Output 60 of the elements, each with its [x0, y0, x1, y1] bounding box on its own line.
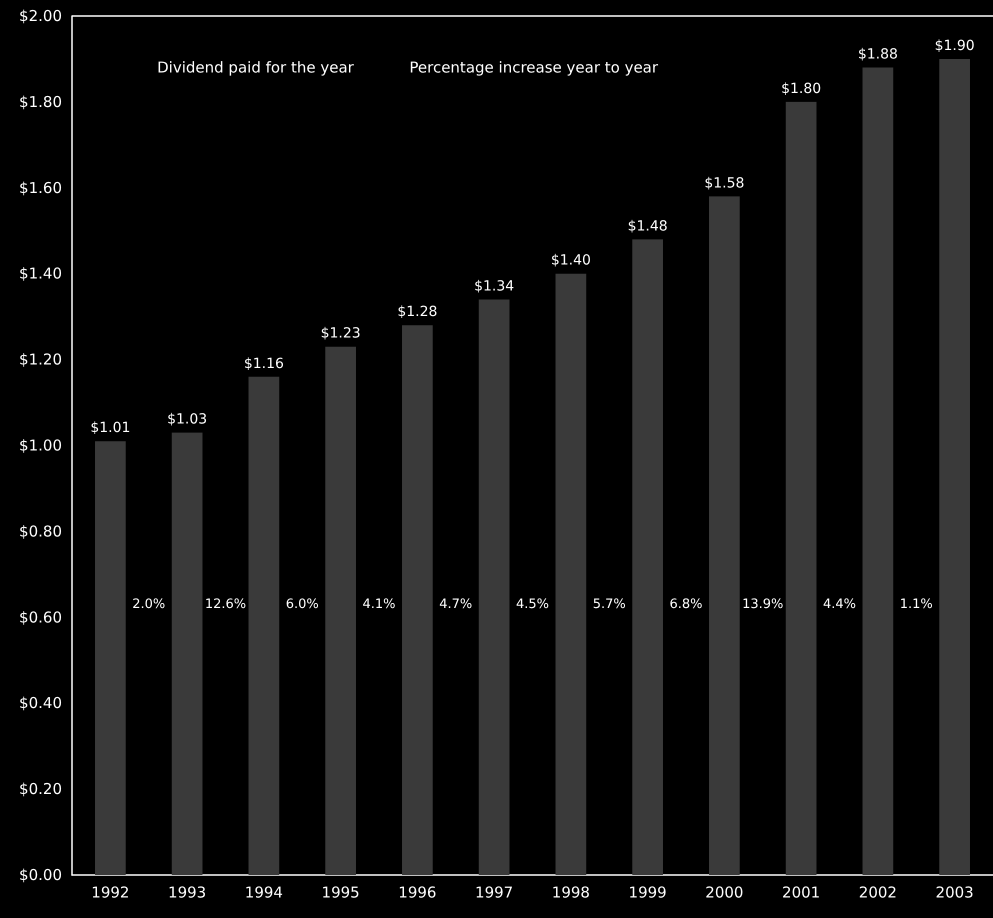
bar	[939, 58, 970, 875]
bar	[556, 274, 586, 875]
data-label: $1.23	[320, 326, 361, 342]
annotation: 5.7%	[592, 596, 626, 612]
x-tick-label: 1996	[398, 884, 436, 902]
data-label: $1.90	[934, 38, 975, 54]
y-tick-label: $1.40	[19, 264, 62, 283]
annotation: 12.6%	[204, 596, 246, 612]
y-tick-label: $0.80	[19, 522, 62, 540]
data-label: $1.48	[628, 218, 668, 234]
data-label: $1.01	[90, 420, 130, 436]
y-tick-label: $0.60	[19, 608, 62, 626]
data-label: $1.28	[397, 304, 438, 320]
bar	[862, 68, 894, 875]
bar	[632, 239, 663, 875]
x-tick-label: 1993	[168, 884, 206, 902]
annotation: 4.1%	[362, 596, 396, 612]
x-tick-label: 2002	[858, 884, 897, 902]
annotation: 1.1%	[900, 596, 933, 612]
bar	[95, 441, 126, 875]
bar	[402, 325, 433, 875]
annotation: 13.9%	[742, 596, 784, 612]
x-tick-label: 2000	[705, 884, 744, 902]
data-label: $1.88	[858, 46, 898, 63]
x-tick-label: 1995	[322, 884, 360, 902]
annotation: 6.0%	[286, 596, 319, 612]
data-label: $1.03	[167, 412, 208, 428]
y-tick-label: $0.40	[19, 694, 62, 712]
y-tick-label: $1.80	[19, 92, 62, 111]
bar	[478, 299, 510, 875]
x-tick-label: 1998	[552, 884, 590, 902]
y-tick-label: $0.20	[19, 780, 62, 798]
y-tick-label: $1.00	[19, 436, 62, 454]
y-tick-label: $1.60	[19, 178, 62, 197]
data-label: $1.34	[474, 278, 514, 294]
data-label: $1.16	[244, 356, 284, 372]
annotation: 4.4%	[822, 596, 856, 612]
y-tick-label: $0.00	[19, 866, 62, 884]
x-tick-label: 1999	[628, 884, 667, 902]
annotation: Dividend paid for the year	[157, 58, 355, 77]
annotation: Percentage increase year to year	[409, 58, 659, 77]
data-label: $1.58	[704, 175, 744, 192]
annotation: 4.7%	[439, 596, 472, 612]
x-tick-label: 2003	[936, 884, 974, 902]
annotation: 6.8%	[669, 596, 703, 612]
bar	[248, 376, 280, 875]
bar	[172, 432, 202, 875]
x-tick-label: 1997	[475, 884, 514, 902]
x-tick-label: 2001	[782, 884, 820, 902]
annotation: 2.0%	[132, 596, 166, 612]
y-tick-label: $1.20	[19, 350, 62, 369]
data-label: $1.40	[550, 252, 591, 269]
annotation: 4.5%	[516, 596, 550, 612]
bar	[709, 196, 740, 875]
x-tick-label: 1992	[91, 884, 130, 902]
x-tick-label: 1994	[244, 884, 283, 902]
y-tick-label: $2.00	[19, 7, 62, 25]
data-label: $1.80	[781, 80, 822, 97]
bar	[325, 346, 356, 875]
bar	[786, 102, 816, 875]
